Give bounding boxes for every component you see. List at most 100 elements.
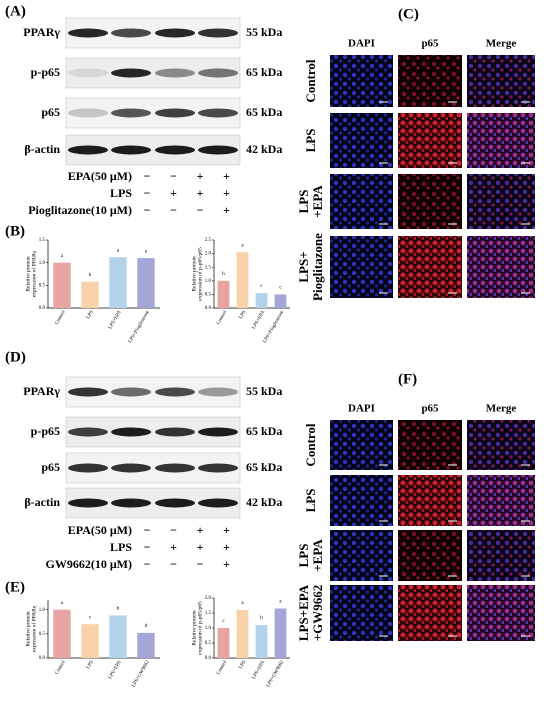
blot-band xyxy=(68,427,108,437)
treatment-sign: + xyxy=(223,169,230,183)
x-tick-label: LPS+EPA xyxy=(108,310,123,331)
blot-band xyxy=(111,427,151,437)
y-tick-label: 0.0 xyxy=(39,656,46,661)
treatment-sign: − xyxy=(170,557,177,571)
x-tick-label: LPS+EPA xyxy=(108,660,123,681)
bar xyxy=(137,632,155,658)
size-label: 42 kDa xyxy=(246,142,282,156)
panel-label: (C) xyxy=(398,6,419,22)
y-axis-label: Relative protein xyxy=(191,610,197,646)
y-tick-label: 1.5 xyxy=(205,611,212,616)
row-label: LPS xyxy=(296,190,311,214)
significance-letter: b xyxy=(260,616,263,621)
column-header: DAPI xyxy=(348,38,375,50)
significance-letter: a xyxy=(241,243,244,248)
protein-label: p-p65 xyxy=(31,65,60,79)
bar xyxy=(137,258,155,308)
bar xyxy=(274,294,287,308)
blot-band xyxy=(155,427,195,437)
x-tick-label: LPS+EPA xyxy=(252,660,267,681)
blot-band xyxy=(198,28,238,38)
significance-letter: c xyxy=(279,286,282,291)
significance-letter: c xyxy=(89,615,92,620)
x-tick-label: LPS+GW9662 xyxy=(266,660,285,689)
y-tick-label: 2.0 xyxy=(205,596,212,601)
significance-letter: c xyxy=(222,619,225,624)
x-tick-label: LPS xyxy=(86,660,95,670)
micrograph xyxy=(330,530,393,581)
blot-band xyxy=(111,387,151,397)
micrograph xyxy=(330,475,393,526)
micrograph xyxy=(330,585,393,641)
bar xyxy=(236,252,249,308)
x-tick-label: LPS+EPA xyxy=(252,310,267,331)
blot-band xyxy=(111,145,151,155)
size-label: 65 kDa xyxy=(246,460,282,474)
row-label: LPS+ xyxy=(296,251,311,282)
micrograph xyxy=(467,236,535,298)
treatment-sign: + xyxy=(223,186,230,200)
treatment-label: GW9662(10 μM) xyxy=(46,557,132,571)
row-label: Control xyxy=(303,59,318,102)
blot-band xyxy=(111,498,151,508)
size-label: 55 kDa xyxy=(246,384,282,398)
protein-label: PPARγ xyxy=(23,384,60,398)
blot-band xyxy=(68,463,108,473)
bar xyxy=(255,293,268,308)
column-header: p65 xyxy=(421,38,439,50)
x-tick-label: LPS xyxy=(86,310,95,320)
column-header: DAPI xyxy=(348,403,375,415)
row-label: Pioglitazone xyxy=(310,233,325,301)
y-axis-label: expression of p-p65/p65 xyxy=(196,247,203,301)
column-header: p65 xyxy=(421,403,439,415)
y-tick-label: 0.5 xyxy=(39,283,46,288)
treatment-sign: + xyxy=(223,203,230,217)
y-tick-label: 1.5 xyxy=(39,238,46,243)
x-tick-label: LPS+GW9662 xyxy=(132,660,151,689)
x-tick-label: Control xyxy=(55,660,67,676)
y-axis-label: expression of PPARγ xyxy=(30,605,37,652)
panel-label: (A) xyxy=(5,3,26,19)
treatment-sign: + xyxy=(197,169,204,183)
protein-label: p65 xyxy=(41,105,60,119)
blot-band xyxy=(155,28,195,38)
micrograph xyxy=(398,585,462,641)
x-tick-label: LPS+Pioglitazone xyxy=(263,309,286,344)
blot-band xyxy=(68,145,108,155)
bar xyxy=(274,608,287,658)
blot-band xyxy=(198,463,238,473)
significance-letter: a xyxy=(61,254,64,259)
protein-label: β-actin xyxy=(24,495,60,509)
y-axis-label: Relative protein xyxy=(25,611,31,647)
column-header: Merge xyxy=(486,38,517,50)
row-label: Control xyxy=(303,423,318,466)
y-tick-label: 0.5 xyxy=(205,641,212,646)
bar xyxy=(217,280,230,308)
size-label: 65 kDa xyxy=(246,424,282,438)
treatment-label: EPA(50 μM) xyxy=(68,523,132,537)
micrograph xyxy=(398,236,462,298)
micrograph xyxy=(330,113,393,168)
blot-band xyxy=(155,68,195,78)
micrograph xyxy=(467,530,535,581)
treatment-sign: − xyxy=(144,540,151,554)
significance-letter: a xyxy=(117,248,120,253)
micrograph xyxy=(398,530,462,581)
micrograph xyxy=(398,174,462,229)
treatment-sign: − xyxy=(170,203,177,217)
y-tick-label: 1.5 xyxy=(205,265,212,270)
protein-label: PPARγ xyxy=(23,25,60,39)
row-label: +EPA xyxy=(310,185,325,218)
panel-label: (F) xyxy=(398,371,417,387)
micrograph xyxy=(330,236,393,298)
panel-label: (D) xyxy=(5,349,26,365)
blot-band xyxy=(155,463,195,473)
bar xyxy=(81,281,99,308)
treatment-label: Pioglitazone(10 μM) xyxy=(28,203,132,217)
blot-band xyxy=(155,498,195,508)
y-tick-label: 2.5 xyxy=(205,238,212,243)
y-tick-label: 1.0 xyxy=(39,261,46,266)
micrograph xyxy=(330,420,393,470)
treatment-sign: − xyxy=(170,169,177,183)
